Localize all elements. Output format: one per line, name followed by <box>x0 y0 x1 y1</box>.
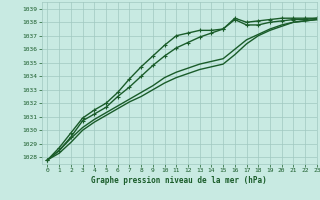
X-axis label: Graphe pression niveau de la mer (hPa): Graphe pression niveau de la mer (hPa) <box>91 176 267 185</box>
